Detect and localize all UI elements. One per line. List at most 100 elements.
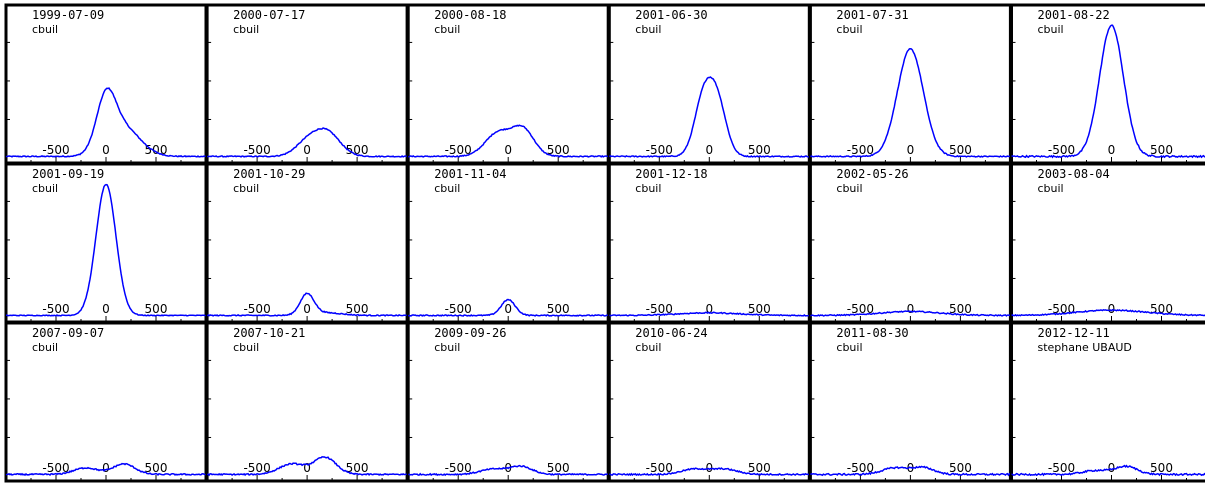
x-tick-label: -500	[646, 461, 673, 475]
x-tick-label: 500	[748, 143, 771, 157]
panel-date: 2001-10-29	[233, 167, 305, 181]
panel-observer: cbuil	[32, 182, 58, 195]
panel-date: 2003-08-04	[1038, 167, 1110, 181]
panel-date: 2012-12-11	[1038, 326, 1110, 340]
x-tick-label: -500	[847, 461, 874, 475]
x-tick-label: 0	[102, 461, 110, 475]
spectrum-line	[5, 87, 206, 158]
panel-frame	[808, 3, 1012, 165]
spectrum-line	[809, 465, 1011, 477]
panel-observer: cbuil	[1038, 182, 1064, 195]
x-tick-label: 500	[547, 461, 570, 475]
panel-observer: cbuil	[32, 23, 58, 36]
x-tick-label: -500	[42, 461, 69, 475]
x-tick-label: 0	[1108, 302, 1116, 316]
spectrum-line	[207, 127, 408, 158]
spectrum-line	[206, 455, 408, 477]
x-tick-label: 0	[705, 302, 713, 316]
x-tick-label: 500	[346, 143, 369, 157]
panel-frame	[205, 162, 409, 324]
x-tick-label: 500	[547, 143, 570, 157]
x-tick-label: 0	[504, 143, 512, 157]
x-tick-label: -500	[243, 461, 270, 475]
x-tick-label: 500	[346, 302, 369, 316]
x-tick-label: -500	[847, 143, 874, 157]
x-tick-label: -500	[847, 302, 874, 316]
x-tick-label: 500	[346, 461, 369, 475]
panel-frame	[4, 162, 208, 324]
panel-date: 2000-07-17	[233, 8, 305, 22]
panel-observer: cbuil	[635, 182, 661, 195]
panel-observer: cbuil	[434, 182, 460, 195]
panel-observer: cbuil	[1038, 23, 1064, 36]
x-tick-label: 500	[748, 461, 771, 475]
x-tick-label: 500	[1150, 143, 1173, 157]
panel-frame	[205, 321, 409, 483]
panel-frame	[607, 3, 811, 165]
panel-frame	[4, 321, 208, 483]
panel-observer: cbuil	[233, 341, 259, 354]
spectrum-line	[608, 76, 810, 158]
panel-observer: stephane UBAUD	[1038, 341, 1132, 354]
x-tick-label: 500	[748, 302, 771, 316]
x-tick-label: 500	[1150, 461, 1173, 475]
panel-observer: cbuil	[233, 23, 259, 36]
x-tick-label: 500	[949, 143, 972, 157]
panel-observer: cbuil	[836, 23, 862, 36]
panel-date: 2010-06-24	[635, 326, 707, 340]
x-tick-label: 0	[1108, 461, 1116, 475]
spectrum-line	[1011, 24, 1205, 159]
x-tick-label: -500	[1048, 461, 1075, 475]
panel-observer: cbuil	[836, 182, 862, 195]
x-tick-label: 500	[949, 302, 972, 316]
panel-frame	[1010, 162, 1205, 324]
panel-date: 2001-12-18	[635, 167, 707, 181]
panel-observer: cbuil	[32, 341, 58, 354]
x-tick-label: -500	[42, 143, 69, 157]
spectrum-line	[5, 183, 207, 317]
x-tick-label: 500	[145, 302, 168, 316]
spectrum-line	[5, 462, 206, 477]
x-tick-label: 0	[303, 302, 311, 316]
x-tick-label: -500	[445, 302, 472, 316]
panel-date: 1999-07-09	[32, 8, 104, 22]
x-tick-label: -500	[646, 302, 673, 316]
spectrum-line	[407, 298, 609, 317]
panel-observer: cbuil	[635, 341, 661, 354]
panel-frame	[607, 162, 811, 324]
spectrum-line	[609, 467, 810, 477]
x-tick-label: 500	[547, 302, 570, 316]
x-tick-label: -500	[445, 143, 472, 157]
spectrum-line	[408, 124, 609, 158]
x-tick-label: 0	[303, 461, 311, 475]
panel-date: 2011-08-30	[836, 326, 908, 340]
x-tick-label: 0	[102, 143, 110, 157]
x-tick-label: 500	[949, 461, 972, 475]
x-tick-label: -500	[243, 143, 270, 157]
panel-frame	[1010, 321, 1205, 483]
panel-observer: cbuil	[434, 23, 460, 36]
spectrum-line	[810, 48, 1011, 158]
panel-date: 2009-09-26	[434, 326, 506, 340]
panel-date: 2001-07-31	[836, 8, 908, 22]
x-tick-label: -500	[445, 461, 472, 475]
spectrum-line	[609, 311, 810, 317]
x-tick-label: -500	[646, 143, 673, 157]
panel-date: 2000-08-18	[434, 8, 506, 22]
x-tick-label: -500	[243, 302, 270, 316]
panel-date: 2001-08-22	[1038, 8, 1110, 22]
panel-observer: cbuil	[434, 341, 460, 354]
